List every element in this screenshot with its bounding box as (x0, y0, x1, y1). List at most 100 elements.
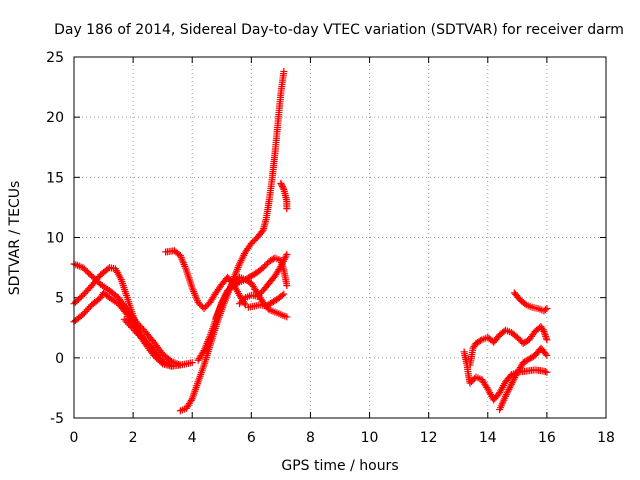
data-point (539, 326, 547, 334)
data-point (80, 290, 88, 298)
data-point (278, 261, 286, 269)
x-tick-label: 16 (538, 430, 556, 446)
data-point (280, 256, 288, 264)
data-point (219, 298, 227, 306)
data-point (176, 361, 184, 369)
data-point (502, 391, 510, 399)
data-points (70, 67, 551, 415)
data-point (510, 375, 518, 383)
data-point (187, 396, 195, 404)
data-point (280, 290, 288, 298)
data-point (281, 254, 289, 262)
data-point (138, 324, 146, 332)
data-point (280, 67, 288, 75)
data-point (82, 307, 90, 315)
data-point (515, 335, 523, 343)
data-point (282, 252, 290, 260)
data-point (283, 205, 291, 213)
data-point (509, 377, 517, 385)
data-point (541, 368, 549, 376)
data-point (253, 292, 261, 300)
data-point (220, 295, 228, 303)
y-tick-label: 20 (46, 110, 64, 126)
data-point (476, 337, 484, 345)
data-point (238, 297, 246, 305)
x-tick-label: 14 (479, 430, 497, 446)
data-point (543, 304, 551, 312)
series-track-k (244, 290, 288, 311)
series-track-o (510, 289, 551, 315)
data-point (278, 182, 286, 190)
data-point (279, 257, 287, 265)
data-point (511, 373, 519, 381)
data-point (513, 333, 521, 341)
data-point (256, 289, 264, 297)
data-point (283, 282, 291, 290)
data-point (80, 309, 88, 317)
data-point (466, 379, 474, 387)
data-point (82, 288, 90, 296)
x-tick-label: 4 (188, 430, 197, 446)
x-tick-label: 10 (361, 430, 379, 446)
data-point (237, 298, 245, 306)
x-tick-label: 8 (306, 430, 315, 446)
data-point (120, 315, 128, 323)
data-point (137, 333, 144, 341)
grid-lines (74, 57, 606, 418)
data-point (122, 317, 130, 325)
data-point (278, 291, 286, 299)
data-point (279, 259, 287, 267)
data-point (503, 389, 511, 397)
data-point (168, 362, 176, 370)
series-track-i (236, 250, 291, 308)
data-point (255, 291, 263, 299)
data-point (85, 285, 93, 293)
data-point (508, 379, 516, 387)
data-point (236, 300, 244, 308)
data-point (507, 382, 515, 390)
data-point (77, 293, 85, 301)
x-tick-label: 18 (597, 430, 615, 446)
data-point (507, 380, 515, 388)
x-axis-label: GPS time / hours (281, 458, 398, 474)
data-point (79, 291, 87, 299)
data-point (247, 240, 255, 248)
data-point (222, 291, 230, 299)
data-point (239, 253, 247, 261)
data-point (543, 368, 551, 376)
series-track-m (466, 323, 551, 369)
data-point (240, 251, 248, 259)
y-tick-label: 10 (46, 231, 64, 247)
x-tick-label: 0 (70, 430, 79, 446)
data-point (125, 320, 133, 328)
tick-labels: 0 2 4 6 8 10 12 14 16 18 -5 0 5 10 15 20 25 (46, 50, 615, 446)
series-track-f (176, 67, 288, 415)
data-point (262, 261, 270, 269)
data-point (218, 300, 226, 308)
series-track-d (120, 315, 167, 367)
data-point (506, 384, 514, 392)
y-tick-label: 0 (55, 351, 64, 367)
data-point (278, 181, 286, 189)
chart-title: Day 186 of 2014, Sidereal Day-to-day VTE… (54, 22, 624, 38)
series-track-j (277, 179, 291, 213)
data-point (134, 330, 142, 338)
data-point (468, 378, 476, 386)
data-point (540, 367, 548, 375)
plot-frame (73, 56, 607, 419)
data-point (502, 392, 510, 400)
data-point (261, 262, 269, 270)
x-tick-label: 6 (247, 430, 256, 446)
data-point (194, 298, 202, 306)
data-point (157, 357, 165, 365)
data-point (79, 311, 87, 319)
data-point (283, 250, 291, 258)
data-point (543, 336, 551, 344)
data-point (238, 255, 246, 263)
data-point (196, 300, 204, 308)
data-point (258, 228, 266, 236)
x-tick-label: 2 (129, 430, 138, 446)
data-point (259, 264, 267, 272)
data-point (131, 327, 139, 335)
